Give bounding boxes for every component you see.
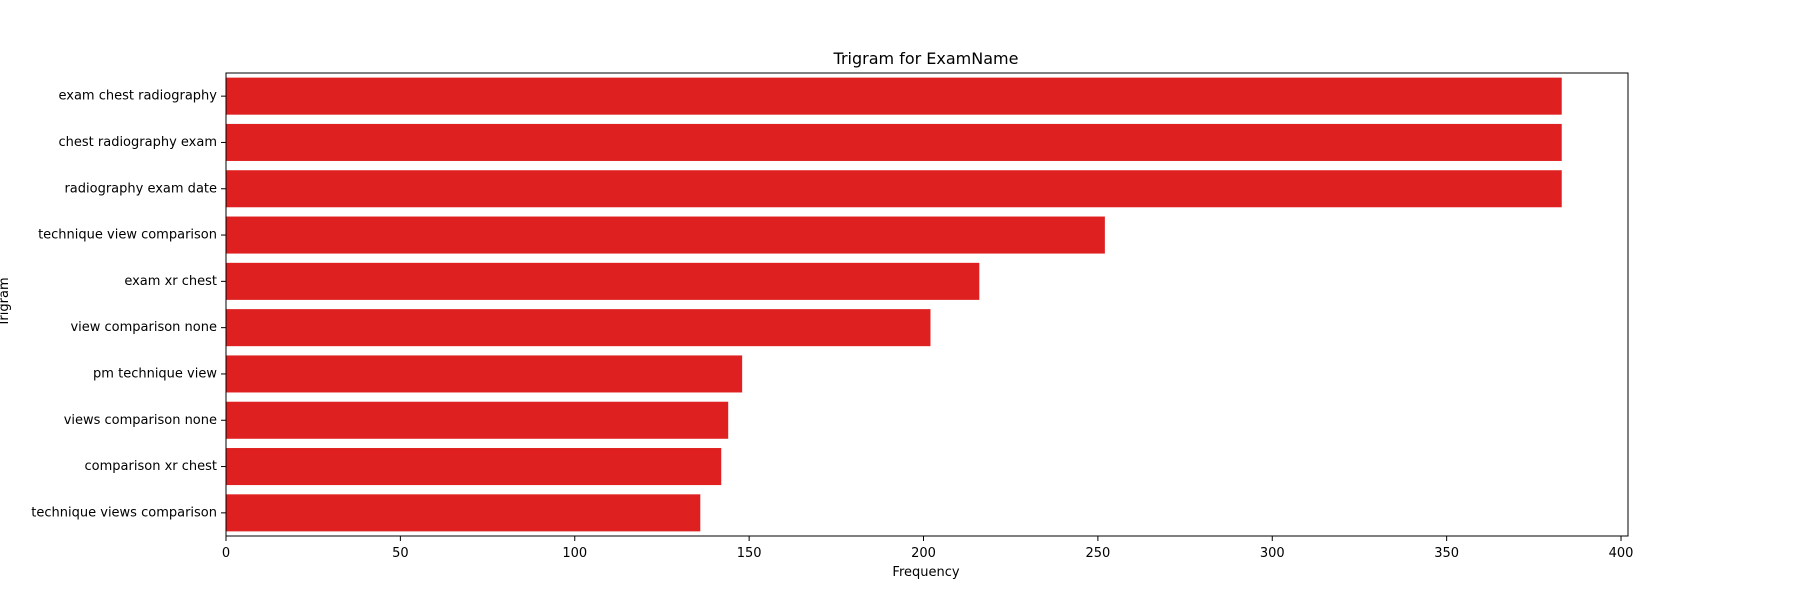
- bar: [226, 494, 701, 532]
- y-ticks-layer: exam chest radiography chest radiography …: [31, 89, 226, 520]
- x-tick-label: 50: [392, 546, 409, 561]
- y-tick-label: chest radiography exam: [59, 135, 218, 150]
- bar: [226, 448, 722, 486]
- x-tick-label: 150: [737, 546, 762, 561]
- y-tick-label: technique views comparison: [31, 505, 217, 520]
- x-tick-label: 0: [222, 546, 230, 561]
- bar: [226, 309, 931, 347]
- y-tick-label: radiography exam date: [64, 181, 217, 196]
- bar: [226, 355, 743, 393]
- x-tick-label: 250: [1085, 546, 1110, 561]
- y-tick-label: exam chest radiography: [59, 89, 218, 104]
- bars-layer: [226, 77, 1562, 532]
- bar: [226, 123, 1562, 161]
- y-tick-label: views comparison none: [64, 413, 217, 428]
- x-tick-label: 350: [1434, 546, 1459, 561]
- y-axis-label: Trigram: [0, 277, 12, 327]
- y-tick-label: pm technique view: [93, 366, 217, 381]
- x-tick-label: 100: [562, 546, 587, 561]
- bar: [226, 77, 1562, 115]
- y-tick-label: comparison xr chest: [85, 459, 217, 474]
- bar: [226, 216, 1105, 254]
- chart-title: Trigram for ExamName: [833, 49, 1019, 68]
- x-axis-label: Frequency: [892, 565, 959, 580]
- x-ticks-layer: 0 50 100 150 200 250 300 350 400: [222, 536, 1634, 561]
- x-tick-label: 400: [1609, 546, 1634, 561]
- bar: [226, 170, 1562, 208]
- plot-frame: [225, 72, 1629, 537]
- x-tick-label: 200: [911, 546, 936, 561]
- y-tick-label: exam xr chest: [124, 274, 217, 289]
- bar: [226, 262, 980, 300]
- y-tick-label: view comparison none: [70, 320, 217, 335]
- y-tick-label: technique view comparison: [38, 228, 217, 243]
- bar: [226, 401, 729, 439]
- x-tick-label: 300: [1260, 546, 1285, 561]
